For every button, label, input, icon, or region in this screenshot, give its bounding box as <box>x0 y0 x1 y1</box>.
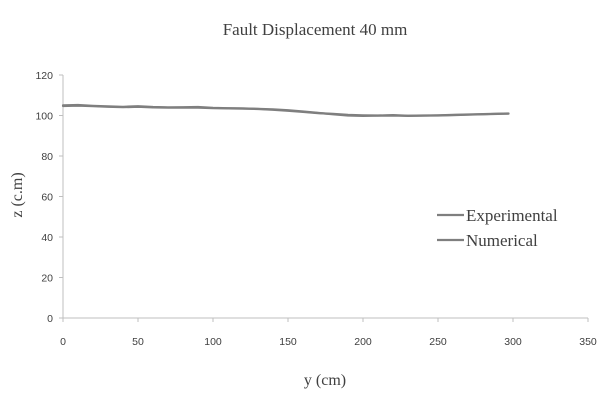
y-tick-label: 60 <box>41 192 53 204</box>
y-axis-title: z (c.m) <box>9 172 26 217</box>
legend-label-numerical: Numerical <box>466 231 538 250</box>
x-tick-label: 0 <box>60 336 66 348</box>
x-tick-label: 150 <box>279 336 297 348</box>
y-tick-label: 0 <box>47 313 53 325</box>
x-tick-label: 250 <box>429 336 447 348</box>
x-tick-label: 50 <box>132 336 144 348</box>
y-tick-label: 20 <box>41 273 53 285</box>
chart-title: Fault Displacement 40 mm <box>223 20 408 39</box>
x-tick-label: 300 <box>504 336 522 348</box>
series-line-numerical <box>61 104 510 117</box>
legend: Experimental Numerical <box>437 206 558 250</box>
y-tick-label: 40 <box>41 232 53 244</box>
legend-label-experimental: Experimental <box>466 206 558 225</box>
x-tick-label: 100 <box>204 336 222 348</box>
x-axis-title: y (cm) <box>304 372 346 389</box>
y-tick-label: 120 <box>35 70 53 82</box>
y-tick-label: 100 <box>35 111 53 123</box>
x-tick-label: 200 <box>354 336 372 348</box>
y-tick-label: 80 <box>41 151 53 163</box>
plot-area: 0 20 40 60 80 100 120 0 50 100 150 200 250 300 350 <box>35 70 596 348</box>
x-tick-label: 350 <box>579 336 597 348</box>
